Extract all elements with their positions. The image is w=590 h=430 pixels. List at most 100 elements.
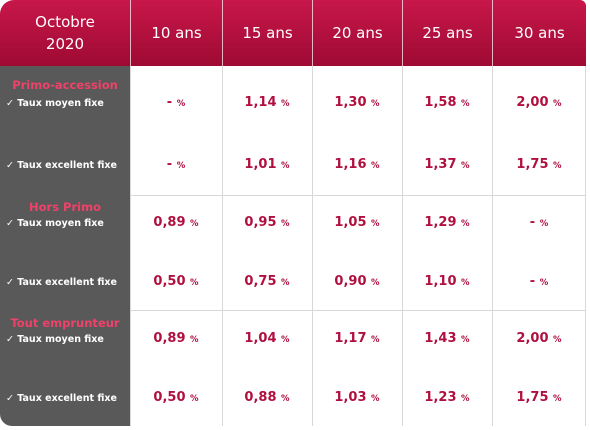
rate-unit: % <box>553 394 562 404</box>
rate-unit: % <box>371 219 380 229</box>
column-divider <box>222 66 223 426</box>
group-label: Tout emprunteur <box>10 316 120 330</box>
rate-cell: 0,89 % <box>130 215 222 230</box>
row-label: ✓ Taux excellent fixe <box>6 160 117 171</box>
rate-cell: 1,03 % <box>312 390 402 405</box>
rate-value: 1,30 <box>334 95 367 110</box>
rate-value: 1,14 <box>244 95 277 110</box>
rate-unit: % <box>371 161 380 171</box>
rate-cell: 1,05 % <box>312 215 402 230</box>
rate-value: 0,88 <box>244 390 277 405</box>
rate-unit: % <box>281 99 290 109</box>
rate-value: 2,00 <box>516 95 549 110</box>
group-label: Hors Primo <box>29 200 101 214</box>
rate-cell: 1,29 % <box>402 215 492 230</box>
rate-cell: 2,00 % <box>492 331 586 346</box>
column-header: 30 ans <box>492 0 586 66</box>
rate-value: 1,75 <box>516 390 549 405</box>
rate-value: 1,29 <box>424 215 457 230</box>
rate-cell: 2,00 % <box>492 95 586 110</box>
rate-cell: 1,10 % <box>402 274 492 289</box>
rate-value: 1,10 <box>424 274 457 289</box>
rate-cell: 1,17 % <box>312 331 402 346</box>
rate-value: 1,23 <box>424 390 457 405</box>
rate-cell: 1,01 % <box>222 157 312 172</box>
rate-cell: 1,30 % <box>312 95 402 110</box>
rate-cell: 0,88 % <box>222 390 312 405</box>
rate-cell: 1,37 % <box>402 157 492 172</box>
rate-cell: - % <box>130 157 222 172</box>
corner-label: Octobre 2020 <box>35 13 95 53</box>
column-header: 20 ans <box>312 0 402 66</box>
rate-value: 1,04 <box>244 331 277 346</box>
rate-unit: % <box>553 161 562 171</box>
header-band <box>0 0 586 66</box>
column-header: 15 ans <box>222 0 312 66</box>
rate-cell: 0,50 % <box>130 390 222 405</box>
column-divider <box>585 66 586 426</box>
rate-unit: % <box>190 219 199 229</box>
column-divider <box>312 66 313 426</box>
rate-value: 1,37 <box>424 157 457 172</box>
rate-unit: % <box>461 394 470 404</box>
rate-unit: % <box>281 219 290 229</box>
column-header: 10 ans <box>130 0 222 66</box>
rate-unit: % <box>190 335 199 345</box>
rate-cell: 1,04 % <box>222 331 312 346</box>
rate-value: 0,89 <box>153 331 186 346</box>
rate-cell: 1,58 % <box>402 95 492 110</box>
rate-value: 0,50 <box>153 390 186 405</box>
rate-cell: 0,89 % <box>130 331 222 346</box>
rate-cell: 0,75 % <box>222 274 312 289</box>
rate-unit: % <box>553 335 562 345</box>
rate-value: 2,00 <box>516 331 549 346</box>
row-label: ✓ Taux excellent fixe <box>6 277 117 288</box>
rate-value: 1,58 <box>424 95 457 110</box>
rate-cell: - % <box>130 95 222 110</box>
rate-cell: - % <box>492 274 586 289</box>
rate-value: 0,75 <box>244 274 277 289</box>
column-divider <box>130 66 131 426</box>
group-divider <box>130 310 586 311</box>
rate-unit: % <box>461 99 470 109</box>
rate-cell: 1,75 % <box>492 390 586 405</box>
rate-value: 1,05 <box>334 215 367 230</box>
rate-cell: 0,90 % <box>312 274 402 289</box>
column-divider <box>492 66 493 426</box>
row-header-panel <box>0 60 130 426</box>
rate-value: - <box>166 95 173 110</box>
rate-unit: % <box>371 278 380 288</box>
rate-value: 1,03 <box>334 390 367 405</box>
rate-unit: % <box>461 219 470 229</box>
row-label: ✓ Taux excellent fixe <box>6 393 117 404</box>
rate-cell: 1,14 % <box>222 95 312 110</box>
rate-value: 1,01 <box>244 157 277 172</box>
rate-value: 1,43 <box>424 331 457 346</box>
rate-unit: % <box>281 161 290 171</box>
rate-cell: 0,50 % <box>130 274 222 289</box>
rate-unit: % <box>190 278 199 288</box>
rate-unit: % <box>371 394 380 404</box>
rate-cell: 1,75 % <box>492 157 586 172</box>
rate-unit: % <box>281 278 290 288</box>
rate-unit: % <box>461 278 470 288</box>
rate-unit: % <box>176 161 186 171</box>
group-label: Primo-accession <box>12 78 118 92</box>
rate-unit: % <box>281 335 290 345</box>
column-divider <box>402 66 403 426</box>
group-divider <box>130 195 586 196</box>
column-header: 25 ans <box>402 0 492 66</box>
row-label: ✓ Taux moyen fixe <box>6 98 104 109</box>
rate-unit: % <box>539 219 549 229</box>
rate-unit: % <box>461 335 470 345</box>
rate-unit: % <box>371 99 380 109</box>
rate-unit: % <box>281 394 290 404</box>
rate-cell: 0,95 % <box>222 215 312 230</box>
rate-value: 0,50 <box>153 274 186 289</box>
rate-value: 0,95 <box>244 215 277 230</box>
rate-value: - <box>529 215 536 230</box>
rate-unit: % <box>539 278 549 288</box>
rate-unit: % <box>190 394 199 404</box>
rate-value: 1,75 <box>516 157 549 172</box>
